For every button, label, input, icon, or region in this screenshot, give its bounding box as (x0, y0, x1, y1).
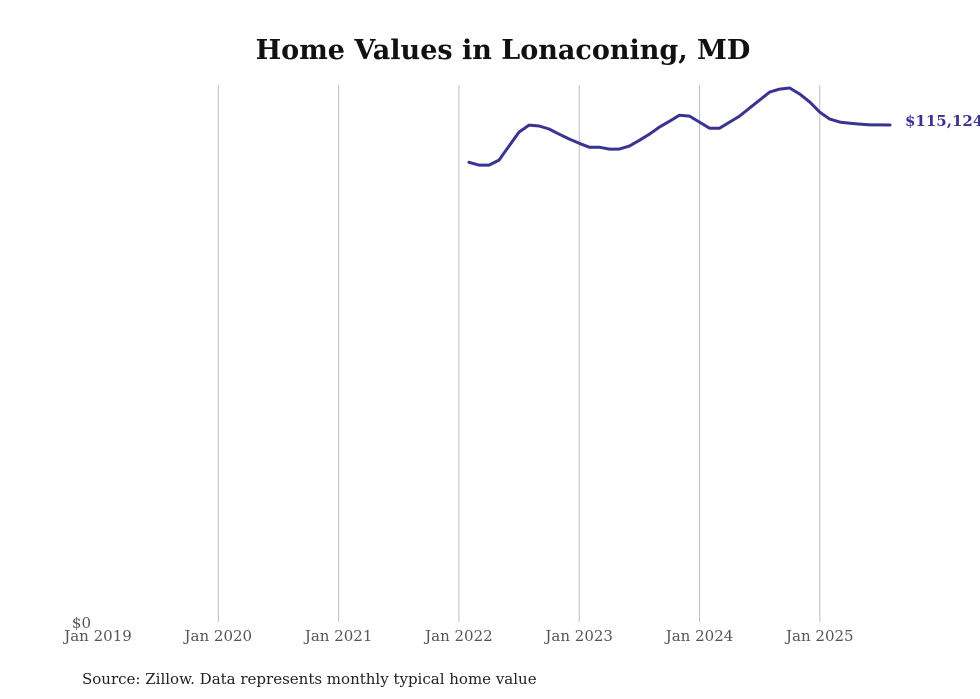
series-line (467, 86, 892, 167)
gridlines (217, 85, 821, 622)
x-tick-label: Jan 2024 (664, 627, 734, 645)
x-tick-label: Jan 2021 (303, 627, 373, 645)
end-value-label: $115,124 (905, 112, 980, 130)
x-tick-label: Jan 2025 (784, 627, 854, 645)
x-tick-label: Jan 2020 (183, 627, 253, 645)
source-note: Source: Zillow. Data represents monthly … (82, 670, 537, 688)
series-layer (467, 86, 892, 167)
x-tick-label: Jan 2023 (543, 627, 613, 645)
x-axis-ticks: Jan 2019 Jan 2020 Jan 2021 Jan 2022 Jan 2023… (62, 627, 853, 645)
chart-title: Home Values in Lonaconing, MD (256, 35, 751, 66)
x-tick-label: Jan 2019 (62, 627, 132, 645)
y-axis-ticks: $0 (72, 614, 91, 632)
y-tick-label: $0 (72, 614, 91, 632)
x-tick-label: Jan 2022 (423, 627, 493, 645)
